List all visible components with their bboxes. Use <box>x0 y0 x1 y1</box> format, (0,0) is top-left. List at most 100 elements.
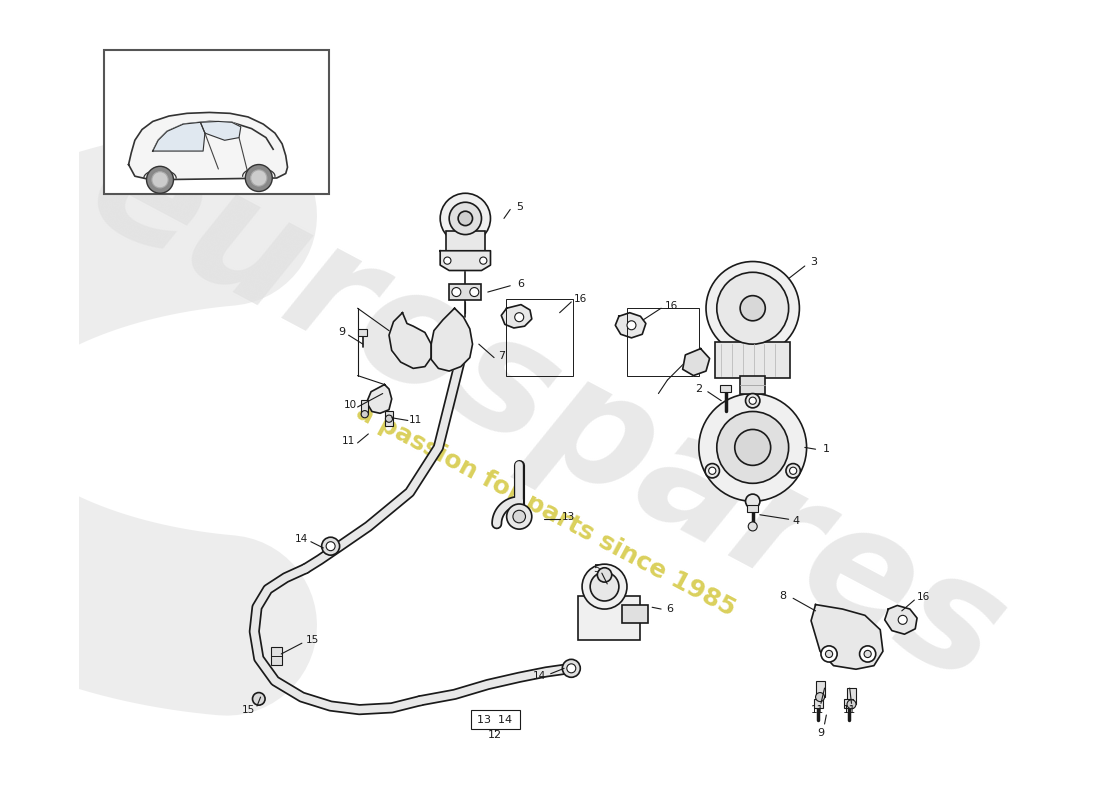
Circle shape <box>326 542 336 550</box>
Bar <box>272 646 282 665</box>
Circle shape <box>825 650 833 658</box>
Bar <box>471 710 520 730</box>
Text: 2: 2 <box>695 384 703 394</box>
Polygon shape <box>683 349 710 375</box>
Polygon shape <box>615 313 646 338</box>
Circle shape <box>321 538 340 555</box>
Bar <box>715 342 791 378</box>
Bar <box>814 699 823 708</box>
Bar <box>104 50 329 194</box>
Circle shape <box>449 202 482 234</box>
Circle shape <box>582 564 627 609</box>
Circle shape <box>480 257 487 264</box>
Circle shape <box>253 693 265 705</box>
Circle shape <box>513 510 526 523</box>
Circle shape <box>698 394 806 502</box>
Text: 11: 11 <box>843 705 856 714</box>
Polygon shape <box>129 113 287 180</box>
Circle shape <box>746 394 760 408</box>
Polygon shape <box>440 250 491 270</box>
Bar <box>506 299 573 375</box>
Text: 13: 13 <box>562 513 575 522</box>
Text: 14: 14 <box>295 534 308 544</box>
Polygon shape <box>389 313 431 368</box>
Circle shape <box>566 664 575 673</box>
Circle shape <box>790 467 796 474</box>
Text: 15: 15 <box>306 635 319 646</box>
Text: 11: 11 <box>408 415 421 426</box>
Bar <box>845 699 854 708</box>
Bar <box>449 284 482 300</box>
Circle shape <box>815 693 825 702</box>
Text: 5: 5 <box>516 202 522 212</box>
Circle shape <box>440 194 491 243</box>
Circle shape <box>152 172 168 188</box>
Polygon shape <box>884 606 917 634</box>
Bar <box>623 605 648 622</box>
Text: 9: 9 <box>817 728 825 738</box>
Text: 11: 11 <box>811 705 824 714</box>
Text: 16: 16 <box>916 592 930 602</box>
Text: 5: 5 <box>593 564 600 574</box>
Circle shape <box>706 262 800 355</box>
Circle shape <box>865 650 871 658</box>
Bar <box>720 385 732 392</box>
Polygon shape <box>366 385 392 414</box>
Text: a passion for parts since 1985: a passion for parts since 1985 <box>352 400 740 621</box>
Polygon shape <box>502 305 531 328</box>
Text: 6: 6 <box>667 604 673 614</box>
Bar <box>815 681 825 697</box>
Text: 3: 3 <box>811 258 817 267</box>
Circle shape <box>746 494 760 509</box>
Polygon shape <box>431 308 473 371</box>
Polygon shape <box>200 122 241 140</box>
Circle shape <box>507 504 531 529</box>
Text: 16: 16 <box>574 294 587 304</box>
Circle shape <box>515 313 524 322</box>
Polygon shape <box>811 605 883 670</box>
Circle shape <box>443 257 451 264</box>
Bar <box>446 231 485 250</box>
Circle shape <box>470 287 478 297</box>
Circle shape <box>591 572 619 601</box>
Circle shape <box>717 272 789 344</box>
Text: 11: 11 <box>342 436 355 446</box>
Circle shape <box>459 211 473 226</box>
Circle shape <box>821 646 837 662</box>
Text: 10: 10 <box>344 400 356 410</box>
Circle shape <box>847 700 856 709</box>
Bar <box>385 411 393 426</box>
Bar <box>359 329 367 336</box>
Bar <box>847 688 856 704</box>
Circle shape <box>361 410 368 418</box>
Circle shape <box>786 463 801 478</box>
Bar <box>627 308 698 375</box>
Circle shape <box>749 397 757 404</box>
Circle shape <box>146 166 174 194</box>
Circle shape <box>717 411 789 483</box>
Bar <box>747 505 758 512</box>
Text: 13  14: 13 14 <box>477 714 513 725</box>
Circle shape <box>627 321 636 330</box>
Circle shape <box>385 415 393 422</box>
Text: 6: 6 <box>517 279 525 289</box>
Bar <box>740 377 766 394</box>
Circle shape <box>562 659 581 678</box>
Circle shape <box>748 522 757 531</box>
Circle shape <box>899 615 907 624</box>
Circle shape <box>735 430 771 466</box>
Bar <box>361 400 368 414</box>
Text: 16: 16 <box>666 301 679 310</box>
Text: 15: 15 <box>241 705 254 714</box>
Circle shape <box>705 463 719 478</box>
Text: 9: 9 <box>338 327 345 338</box>
Circle shape <box>708 467 716 474</box>
Text: 14: 14 <box>534 670 547 681</box>
Text: 1: 1 <box>823 444 829 454</box>
Text: eurospares: eurospares <box>64 106 1028 717</box>
Circle shape <box>740 296 766 321</box>
Text: 7: 7 <box>497 351 505 361</box>
Circle shape <box>251 170 267 186</box>
Circle shape <box>859 646 876 662</box>
Circle shape <box>452 287 461 297</box>
